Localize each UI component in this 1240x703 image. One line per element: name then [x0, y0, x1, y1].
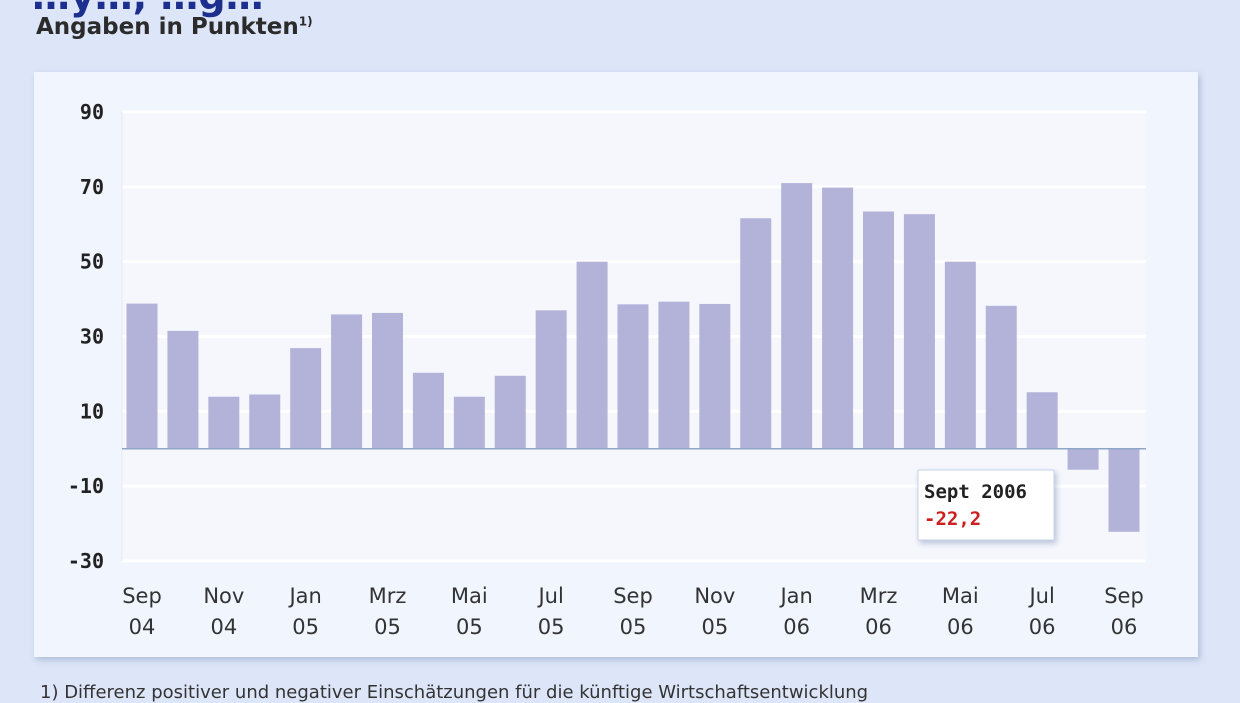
- callout-value: -22,2: [924, 508, 981, 530]
- bar: [781, 183, 813, 449]
- bar: [576, 261, 608, 449]
- x-tick-month: Mrz: [369, 584, 407, 608]
- x-tick-month: Jan: [778, 584, 812, 608]
- bar: [740, 218, 772, 449]
- y-tick-label: 70: [80, 175, 104, 199]
- bar: [412, 372, 444, 449]
- x-tick-year: 05: [456, 615, 483, 639]
- x-tick-year: 06: [947, 615, 974, 639]
- x-tick-month: Jul: [536, 584, 563, 608]
- bar: [617, 304, 649, 449]
- callout-label: Sept 2006: [924, 481, 1027, 503]
- x-tick-year: 05: [538, 615, 565, 639]
- x-tick-month: Jul: [1027, 584, 1054, 608]
- bar: [331, 314, 363, 449]
- x-tick-month: Mai: [942, 584, 979, 608]
- footnote: 1) Differenz positiver und negativer Ein…: [40, 682, 869, 703]
- bar: [1108, 448, 1140, 532]
- x-tick-year: 05: [620, 615, 647, 639]
- y-tick-label: -30: [68, 549, 104, 573]
- bar: [208, 396, 240, 449]
- x-tick-year: 06: [1111, 615, 1138, 639]
- subtitle-text: Angaben in Punkten: [36, 14, 299, 40]
- y-tick-label: 30: [80, 325, 104, 349]
- x-tick-month: Jan: [287, 584, 321, 608]
- x-tick-month: Mai: [451, 584, 488, 608]
- bar: [863, 211, 894, 449]
- y-axis-ticks: 90 70 50 30 10 -10 -30: [68, 100, 104, 573]
- x-tick-month: Nov: [694, 584, 735, 608]
- x-tick-year: 06: [865, 615, 892, 639]
- bar: [453, 396, 485, 449]
- bar: [494, 375, 526, 449]
- callout-box: Sept 2006 -22,2: [917, 469, 1055, 541]
- bars: [122, 183, 1146, 532]
- x-tick-year: 04: [129, 615, 156, 639]
- x-tick-year: 05: [292, 615, 319, 639]
- y-tick-label: 90: [80, 100, 104, 124]
- x-tick-year: 04: [210, 615, 237, 639]
- bar: [1026, 392, 1058, 449]
- page-title: …y…, …g…: [32, 0, 264, 18]
- bar: [903, 214, 935, 449]
- bar: [822, 187, 854, 449]
- y-tick-label: 50: [80, 250, 104, 274]
- x-tick-year: 06: [783, 615, 810, 639]
- x-tick-month: Nov: [203, 584, 244, 608]
- bar: [985, 305, 1017, 449]
- bar: [535, 310, 567, 449]
- y-tick-label: -10: [68, 474, 104, 498]
- footnote-mark: 1): [298, 14, 313, 29]
- x-tick-month: Sep: [1104, 584, 1144, 608]
- bar: [167, 330, 199, 449]
- bar: [372, 312, 403, 449]
- x-tick-year: 05: [701, 615, 728, 639]
- bar: [290, 348, 322, 449]
- x-tick-month: Sep: [613, 584, 653, 608]
- x-axis-ticks: Sep 04 Nov 04 Jan 05 Mrz 05 Mai 05 Jul 05 Sep 05 Nov 05…: [122, 584, 1144, 639]
- bar: [944, 261, 976, 449]
- bar: [658, 301, 690, 449]
- x-tick-year: 05: [374, 615, 401, 639]
- chart-subtitle: Angaben in Punkten1): [36, 14, 313, 40]
- bar: [699, 303, 731, 449]
- x-tick-month: Sep: [122, 584, 162, 608]
- bar: [1067, 448, 1099, 470]
- y-tick-label: 10: [80, 399, 104, 423]
- x-tick-month: Mrz: [860, 584, 898, 608]
- x-tick-year: 06: [1029, 615, 1056, 639]
- bar: [126, 303, 158, 449]
- callout-background: [917, 469, 1055, 541]
- bar: [249, 394, 281, 449]
